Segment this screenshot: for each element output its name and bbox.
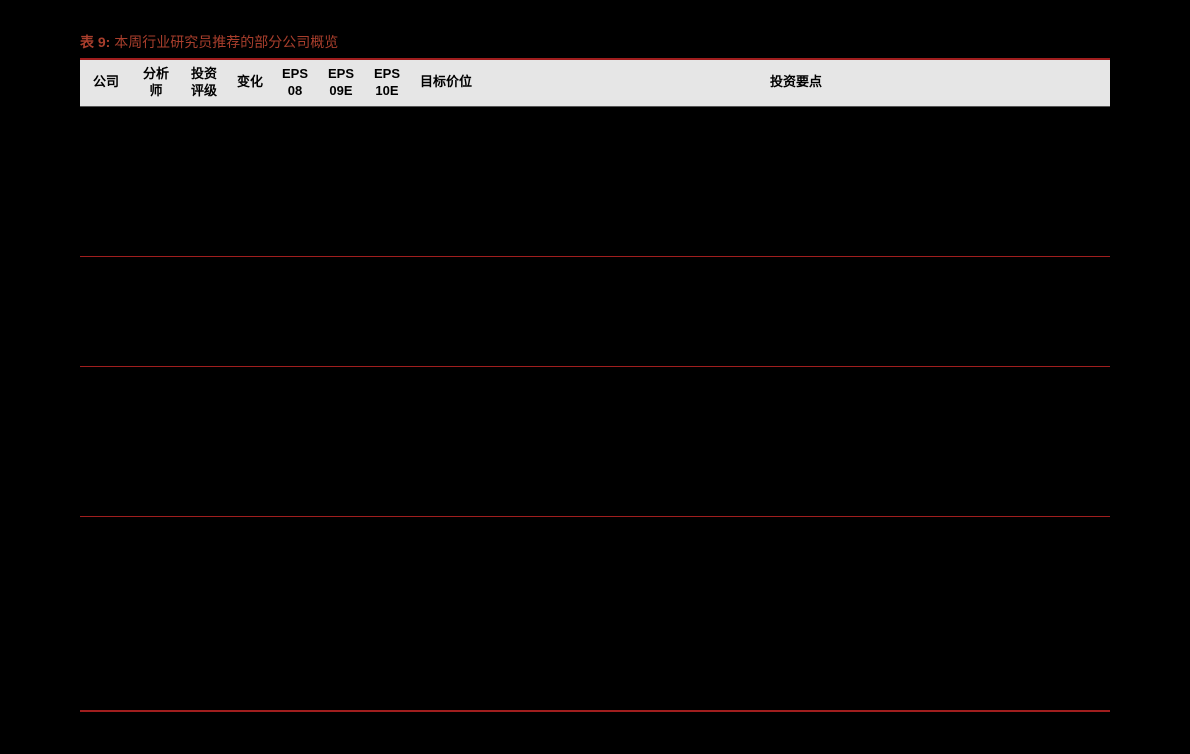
page-container: 表 9: 本周行业研究员推荐的部分公司概览 公司 分析师 投资评级 变化 EPS… (80, 32, 1110, 712)
table-cell (80, 516, 1110, 711)
col-header-eps08: EPS08 (272, 59, 318, 106)
table-row (80, 516, 1110, 711)
col-header-rating: 投资评级 (180, 59, 228, 106)
table-cell (80, 106, 1110, 256)
recommendation-table: 公司 分析师 投资评级 变化 EPS08 EPS09E EPS10E 目标价位 … (80, 58, 1110, 712)
col-header-change: 变化 (228, 59, 272, 106)
table-cell (80, 256, 1110, 366)
title-label: 表 9: (80, 34, 110, 50)
col-header-keypoints: 投资要点 (482, 59, 1110, 106)
header-row: 公司 分析师 投资评级 变化 EPS08 EPS09E EPS10E 目标价位 … (80, 59, 1110, 106)
col-header-eps09e: EPS09E (318, 59, 364, 106)
table-row (80, 256, 1110, 366)
table-header: 公司 分析师 投资评级 变化 EPS08 EPS09E EPS10E 目标价位 … (80, 59, 1110, 106)
table-body (80, 106, 1110, 711)
col-header-company: 公司 (80, 59, 132, 106)
col-header-eps10e: EPS10E (364, 59, 410, 106)
table-cell (80, 366, 1110, 516)
title-text: 本周行业研究员推荐的部分公司概览 (114, 34, 338, 50)
table-row (80, 366, 1110, 516)
col-header-target: 目标价位 (410, 59, 482, 106)
col-header-analyst: 分析师 (132, 59, 180, 106)
table-row (80, 106, 1110, 256)
table-title: 表 9: 本周行业研究员推荐的部分公司概览 (80, 32, 1110, 52)
